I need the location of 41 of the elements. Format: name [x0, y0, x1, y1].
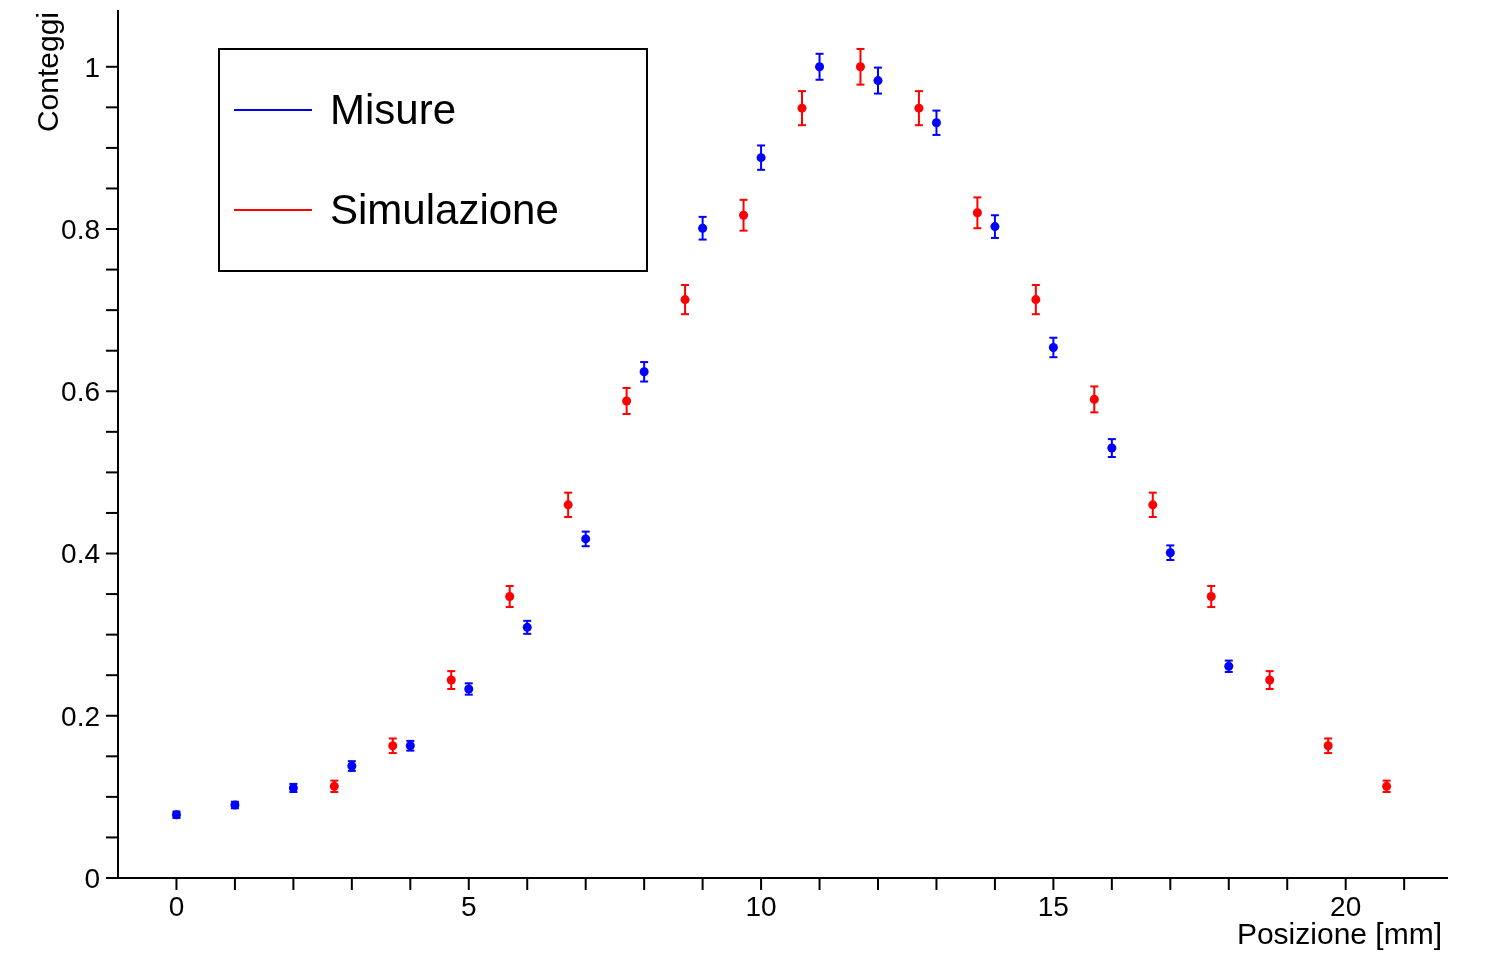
point	[639, 367, 649, 377]
point	[505, 592, 515, 602]
y-tick-label: 0.4	[61, 538, 100, 570]
point	[797, 103, 807, 113]
point	[739, 210, 749, 220]
point	[1148, 500, 1158, 510]
y-tick-label: 0.8	[61, 213, 100, 245]
point	[815, 62, 825, 72]
point	[972, 208, 982, 218]
point	[698, 223, 708, 233]
legend-label: Misure	[330, 86, 457, 134]
x-tick-label: 0	[168, 890, 185, 922]
point	[873, 76, 883, 86]
point	[1089, 394, 1099, 404]
x-tick-label: 5	[460, 890, 477, 922]
y-tick-label: 1	[84, 51, 100, 83]
y-axis-title: Conteggi	[30, 12, 64, 133]
point	[581, 534, 591, 544]
point	[446, 675, 456, 685]
point	[1107, 443, 1117, 453]
point	[563, 500, 573, 510]
y-tick-label: 0.2	[61, 700, 100, 732]
point	[1048, 342, 1058, 352]
legend-label: Simulazione	[330, 186, 559, 234]
point	[1323, 741, 1333, 751]
y-tick-label: 0	[84, 862, 100, 894]
point	[1265, 675, 1275, 685]
point	[680, 295, 690, 305]
point	[1031, 295, 1041, 305]
x-tick-label: 15	[1037, 890, 1069, 922]
point	[622, 396, 632, 406]
x-tick-label: 10	[745, 890, 777, 922]
y-tick-label: 0.6	[61, 376, 100, 408]
point	[990, 222, 1000, 232]
point	[914, 103, 924, 113]
point	[1165, 548, 1175, 558]
point	[855, 62, 865, 72]
point	[756, 153, 766, 163]
point	[931, 118, 941, 128]
point	[1206, 592, 1216, 602]
point	[388, 741, 398, 751]
